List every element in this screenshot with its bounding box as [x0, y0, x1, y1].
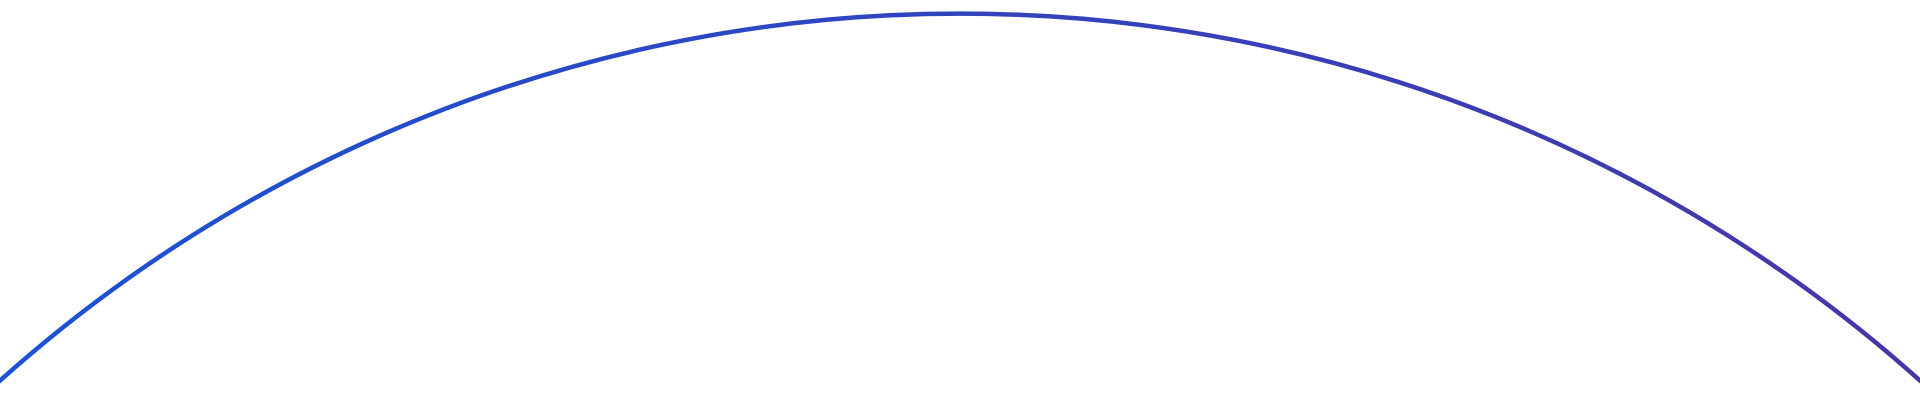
- decorative-arc: [0, 11, 1920, 384]
